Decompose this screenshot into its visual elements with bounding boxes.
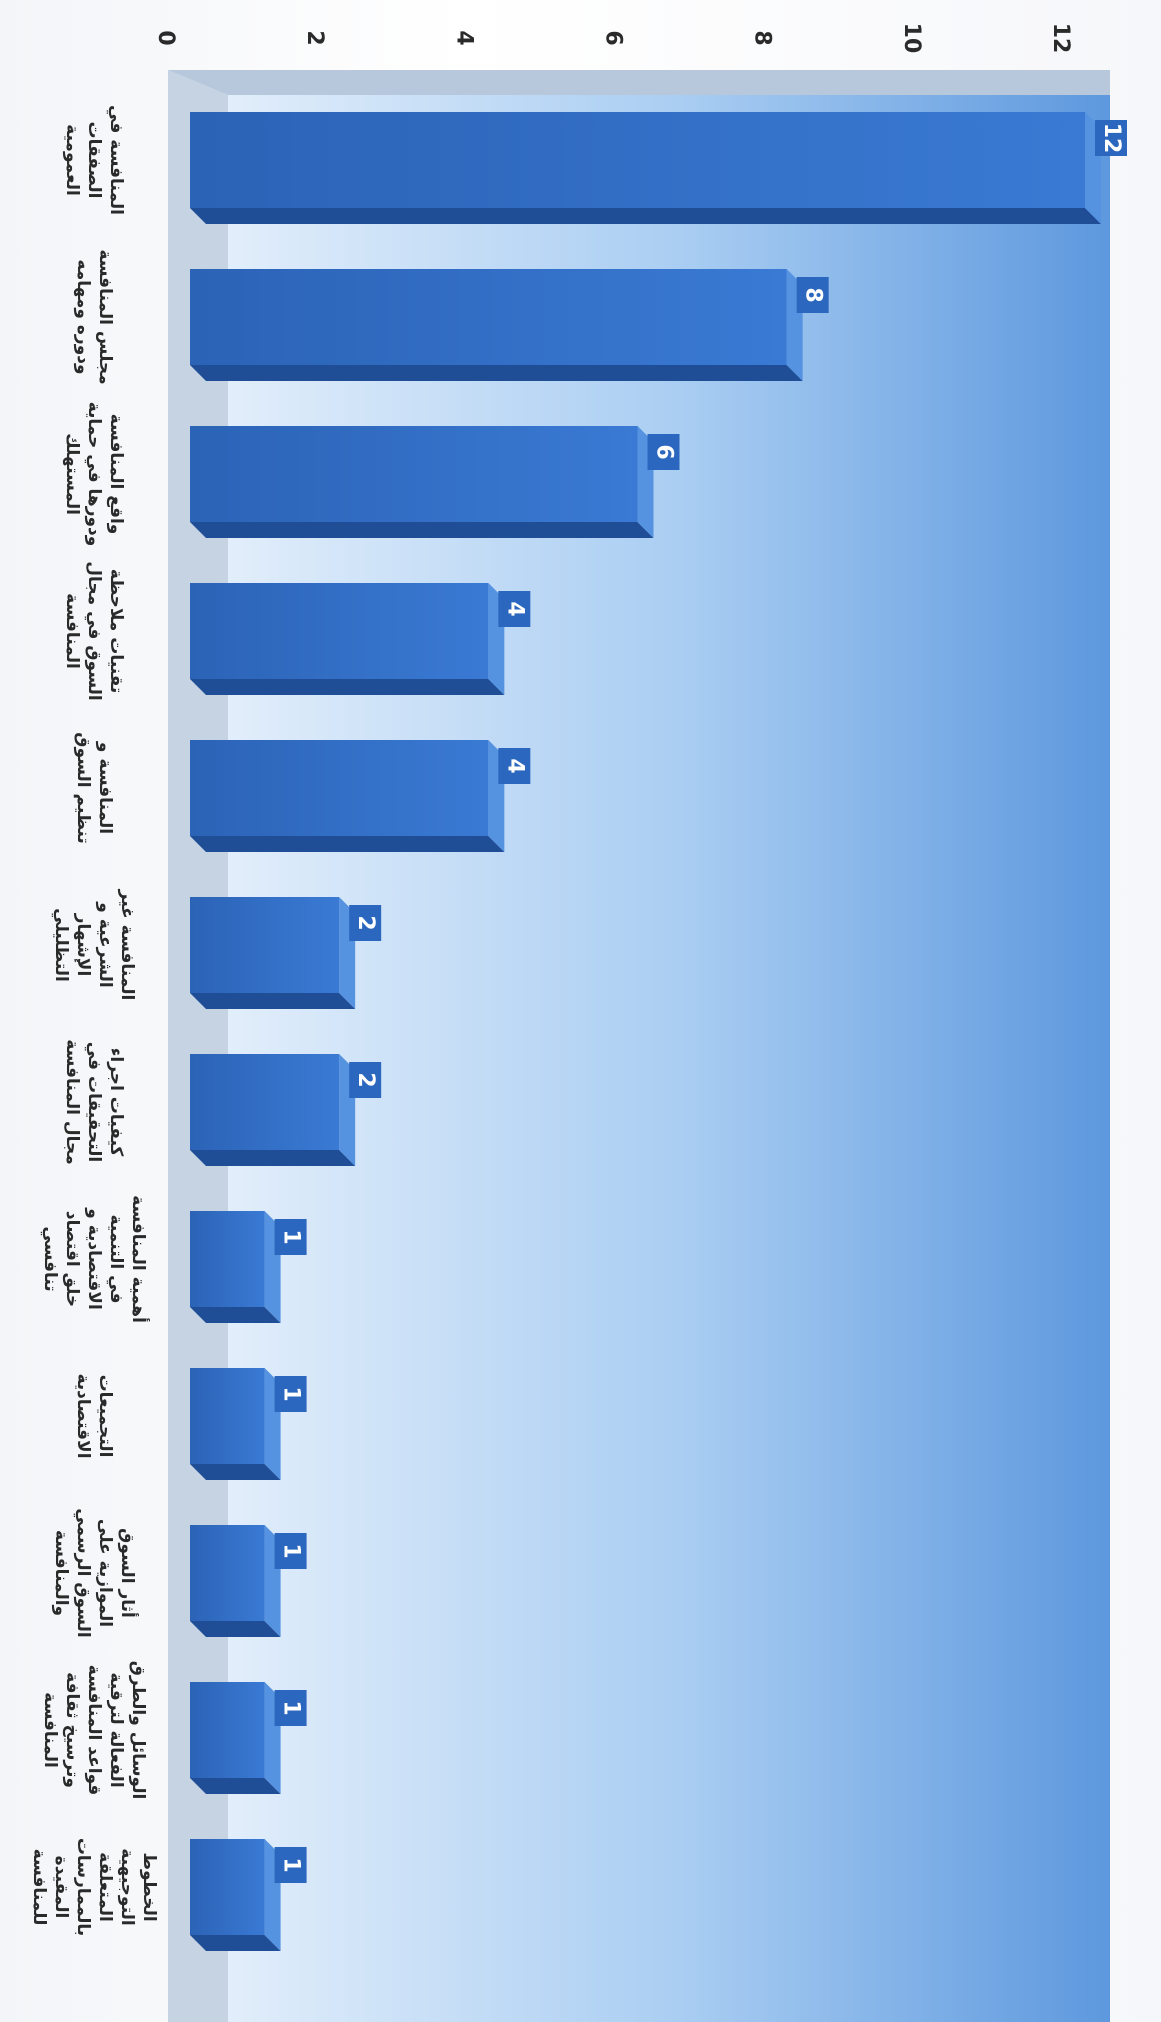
category-axis: المنافسة فيالصفقاتالعمومية مجلس المنافسةو…: [29, 105, 159, 1936]
bar-bottom-face-10: [190, 1778, 281, 1794]
bar-front-face-11: [190, 1839, 265, 1935]
bar-front-face-7: [190, 1211, 265, 1307]
bar-bottom-face-7: [190, 1307, 281, 1323]
bar-front-face-10: [190, 1682, 265, 1778]
category-label-11: الخطوطالتوجيهيةالمتعلقةبالممارساتالمقيدة…: [29, 1838, 159, 1936]
data-label-9: 1: [279, 1543, 304, 1558]
category-label-0: المنافسة فيالصفقاتالعمومية: [62, 105, 126, 215]
data-label-box-9: [274, 1533, 307, 1569]
category-label-10: الوسائل والطرقالفعالة لترقيةقواعد المناف…: [40, 1661, 148, 1800]
data-label-box-5: [349, 905, 382, 941]
bar-0: 12: [190, 112, 1127, 224]
data-label-box-10: [274, 1690, 307, 1726]
bar-front-face-3: [190, 583, 489, 679]
data-label-box-2: [647, 434, 680, 470]
bar-bottom-face-6: [190, 1150, 356, 1166]
data-label-box-1: [796, 277, 829, 313]
data-label-box-8: [274, 1376, 307, 1412]
plot-top-edge: [168, 70, 1110, 95]
data-label-box-6: [349, 1062, 382, 1098]
data-label-11: 1: [279, 1857, 304, 1872]
bar-front-face-8: [190, 1368, 265, 1464]
value-axis: 0 2 4 6 8 10 12: [153, 23, 1073, 54]
data-label-box-0: [1095, 120, 1127, 156]
bar-front-face-1: [190, 269, 787, 365]
data-label-box-7: [274, 1219, 307, 1255]
bar-5: 2: [190, 897, 382, 1009]
data-label-1: 8: [801, 287, 826, 302]
data-label-8: 1: [279, 1386, 304, 1401]
tick-label-3: 6: [601, 30, 626, 45]
bar-bottom-face-4: [190, 836, 505, 852]
bar-bottom-face-2: [190, 522, 654, 538]
data-label-5: 2: [353, 915, 378, 930]
bar-bottom-face-0: [190, 208, 1101, 224]
bar-front-face-5: [190, 897, 340, 993]
data-label-box-11: [274, 1847, 307, 1883]
bar-front-face-4: [190, 740, 489, 836]
category-label-7: أهمية المنافسةفي التنميةالاقتصادية وخلق …: [40, 1195, 150, 1323]
bar-bottom-face-9: [190, 1621, 281, 1637]
data-label-2: 6: [652, 444, 677, 459]
tick-label-2: 4: [451, 30, 476, 45]
tick-label-5: 10: [899, 23, 924, 54]
plot-back-wall: [168, 70, 1110, 2022]
category-label-8: التجميعاتالاقتصادية: [73, 1373, 115, 1458]
bar-8: 1: [190, 1368, 307, 1480]
data-label-7: 1: [279, 1229, 304, 1244]
bar-front-face-6: [190, 1054, 340, 1150]
tick-label-1: 2: [302, 30, 327, 45]
category-label-4: المنافسة وتنظيم السوق: [73, 732, 115, 843]
data-label-4: 4: [502, 758, 527, 773]
data-label-box-4: [498, 748, 531, 784]
bar-bottom-face-1: [190, 365, 803, 381]
data-label-3: 4: [502, 601, 527, 616]
bar-2: 6: [190, 426, 680, 538]
bar-9: 1: [190, 1525, 307, 1637]
tick-label-0: 0: [153, 30, 178, 45]
data-label-6: 2: [353, 1072, 378, 1087]
data-label-10: 1: [279, 1700, 304, 1715]
bar-front-face-0: [190, 112, 1085, 208]
category-label-9: أثار السوقالموازية علىالسوق الرسميوالمنا…: [51, 1508, 139, 1637]
bar-6: 2: [190, 1054, 382, 1166]
tick-label-4: 8: [750, 30, 775, 45]
bar-1: 8: [190, 269, 829, 381]
tick-label-6: 12: [1048, 23, 1073, 54]
bar-11: 1: [190, 1839, 307, 1951]
bar-3: 4: [190, 583, 531, 695]
bar-bottom-face-11: [190, 1935, 281, 1951]
bar-bottom-face-5: [190, 993, 356, 1009]
category-label-3: تقنيات ملاحظةالسوق في مجالالمنافسة: [62, 561, 126, 700]
bar-bottom-face-3: [190, 679, 505, 695]
bar-4: 4: [190, 740, 531, 852]
category-label-5: المنافسة غيرالشرعية والإشهارالتظليلي: [51, 889, 137, 1001]
bar-front-face-2: [190, 426, 638, 522]
bar-7: 1: [190, 1211, 307, 1323]
category-label-6: كيفيات اجراءالتحقيقات فيمجال المنافسة: [62, 1039, 126, 1165]
bar-bottom-face-8: [190, 1464, 281, 1480]
category-label-2: واقع المنافسةودورها في حمايةالمستهلك: [62, 402, 126, 547]
category-label-1: مجلس المنافسةودوره ومهامه: [73, 249, 115, 384]
data-label-0: 12: [1099, 123, 1124, 154]
bar-10: 1: [190, 1682, 307, 1794]
data-label-box-3: [498, 591, 531, 627]
bars-group: 12 8 6 4 4 2 2 1 1 1 1 1: [190, 112, 1127, 1951]
bar-front-face-9: [190, 1525, 265, 1621]
